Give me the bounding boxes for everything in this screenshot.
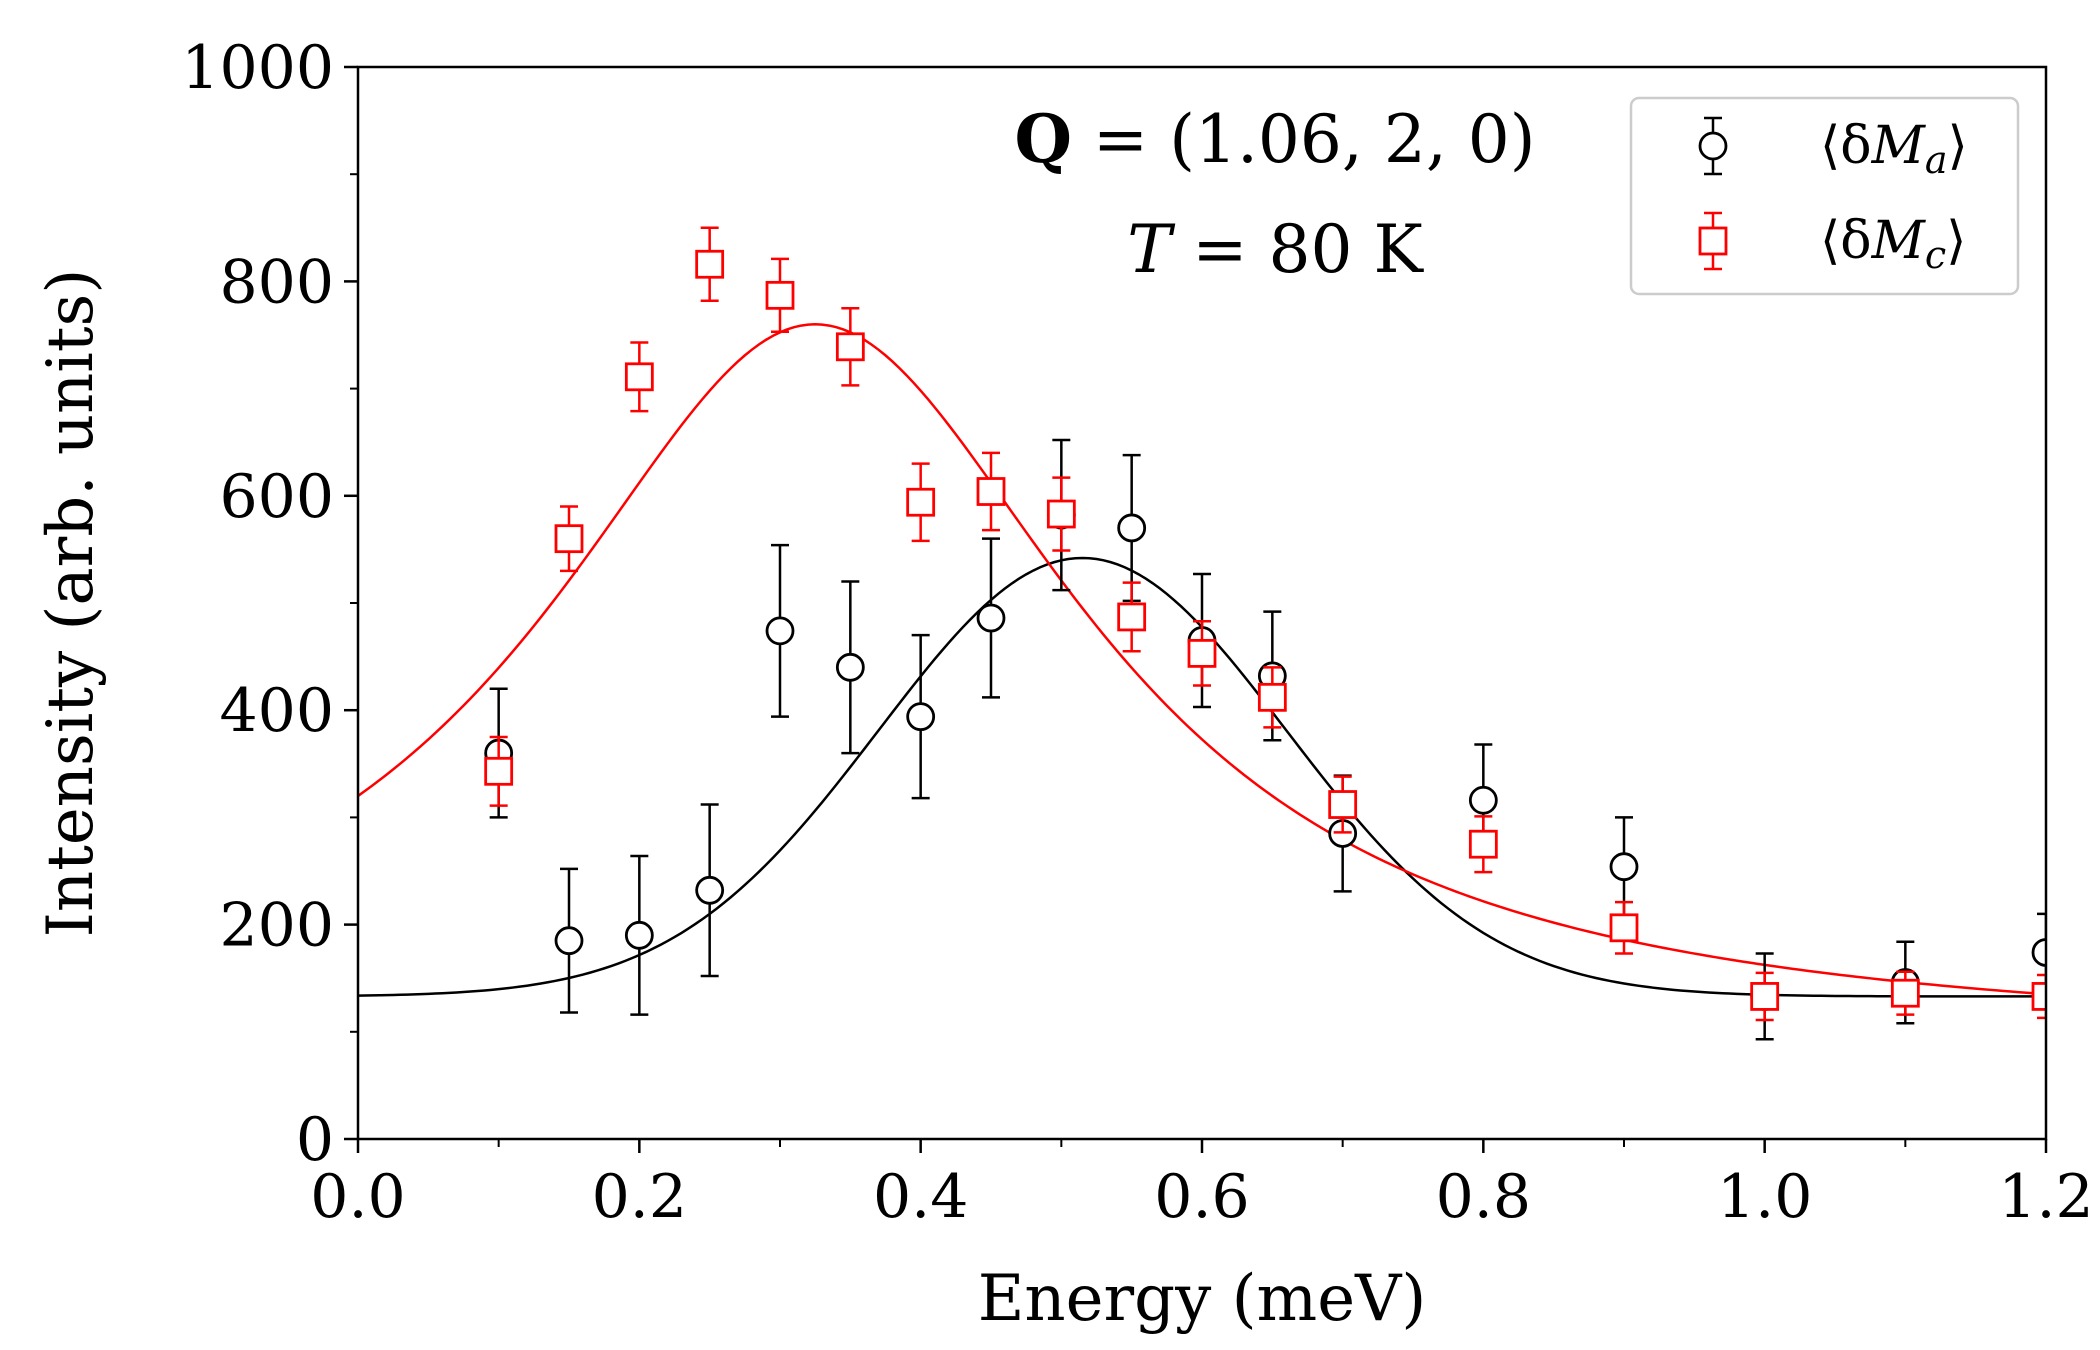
point-marker <box>1187 638 1217 668</box>
data-point-series-0 <box>835 580 865 755</box>
point-marker <box>765 616 795 646</box>
point-marker <box>1609 852 1639 882</box>
data-point-series-0 <box>695 803 725 978</box>
x-axis-label: Energy (meV) <box>978 1262 1427 1336</box>
x-tick-label: 1.2 <box>1998 1162 2093 1232</box>
point-marker <box>1890 978 1920 1008</box>
x-tick-label: 0.2 <box>592 1162 687 1232</box>
data-point-series-0 <box>976 537 1006 699</box>
y-axis-label: Intensity (arb. units) <box>34 269 108 938</box>
data-point-series-1 <box>835 306 865 387</box>
data-point-series-1 <box>765 257 795 334</box>
data-point-series-1 <box>1468 815 1498 874</box>
point-marker <box>2031 938 2046 967</box>
y-tick-label: 200 <box>219 891 334 961</box>
point-marker <box>1468 829 1498 859</box>
annotation-q-vector: Q = (1.06, 2, 0) <box>1014 100 1535 178</box>
point-marker <box>695 249 725 279</box>
point-marker <box>765 280 795 310</box>
y-axis-ticks: 0 200 400 600 800 1000 <box>181 33 358 1175</box>
point-marker <box>1117 602 1147 632</box>
y-tick-label: 600 <box>219 462 334 532</box>
y-tick-label: 1000 <box>181 33 334 103</box>
point-marker <box>976 477 1006 506</box>
x-tick-label: 1.0 <box>1717 1162 1812 1232</box>
y-tick-label: 0 <box>296 1105 334 1175</box>
y-tick-label: 400 <box>219 676 334 746</box>
data-point-series-0 <box>1117 453 1147 603</box>
x-tick-label: 0.4 <box>873 1162 968 1232</box>
point-marker <box>835 332 865 362</box>
legend-marker <box>1698 131 1728 161</box>
legend-entry-series-0: ⟨δMa⟩ <box>1698 116 1968 182</box>
data-point-series-1 <box>1257 666 1287 729</box>
data-point-series-1 <box>1890 970 1920 1016</box>
x-tick-label: 0.0 <box>310 1162 405 1232</box>
data-point-series-1 <box>1187 619 1217 687</box>
data-point-series-1 <box>2031 973 2046 1020</box>
point-marker <box>1046 499 1076 529</box>
data-points <box>484 226 2046 1041</box>
data-point-series-1 <box>1328 775 1358 834</box>
point-marker <box>1117 513 1147 543</box>
annotation-temperature: T = 80 K <box>1127 211 1424 288</box>
data-point-series-1 <box>484 735 514 807</box>
point-marker <box>695 875 725 905</box>
legend: ⟨δMa⟩ ⟨δMc⟩ <box>1629 96 2020 296</box>
point-marker <box>484 756 514 786</box>
point-marker <box>1257 682 1287 712</box>
legend-box <box>1629 96 2020 296</box>
data-point-series-0 <box>906 633 936 800</box>
data-point-series-1 <box>1750 971 1780 1022</box>
point-marker <box>1609 913 1639 943</box>
x-tick-label: 0.8 <box>1436 1162 1531 1232</box>
data-point-series-1 <box>1046 476 1076 552</box>
data-point-series-1 <box>695 226 725 302</box>
data-point-series-1 <box>1117 581 1147 653</box>
legend-marker <box>1698 226 1728 256</box>
data-point-series-0 <box>554 867 584 1014</box>
data-point-series-1 <box>906 462 936 543</box>
data-point-series-1 <box>554 505 584 573</box>
data-point-series-1 <box>624 341 654 413</box>
plot-frame <box>356 65 2048 1141</box>
data-point-series-1 <box>1609 900 1639 955</box>
data-point-series-1 <box>976 451 1006 532</box>
legend-label: ⟨δMc⟩ <box>1820 211 1966 277</box>
point-marker <box>624 362 654 392</box>
x-tick-label: 0.6 <box>1154 1162 1249 1232</box>
point-marker <box>835 652 865 682</box>
point-marker <box>554 926 584 956</box>
point-marker <box>976 603 1006 633</box>
point-marker <box>2031 982 2046 1011</box>
data-point-series-0 <box>1609 816 1639 918</box>
point-marker <box>1328 790 1358 819</box>
data-point-series-0 <box>765 543 795 718</box>
x-axis-ticks: 0.0 0.2 0.4 0.6 0.8 1.0 1.2 <box>310 1139 2094 1232</box>
legend-label: ⟨δMa⟩ <box>1820 116 1968 182</box>
point-marker <box>906 487 936 517</box>
point-marker <box>1468 785 1498 815</box>
point-marker <box>1750 982 1780 1011</box>
legend-entry-series-1: ⟨δMc⟩ <box>1698 211 1966 277</box>
data-point-series-0 <box>624 854 654 1016</box>
point-marker <box>624 920 654 950</box>
y-tick-label: 800 <box>219 247 334 317</box>
point-marker <box>906 702 936 732</box>
point-marker <box>554 524 584 554</box>
